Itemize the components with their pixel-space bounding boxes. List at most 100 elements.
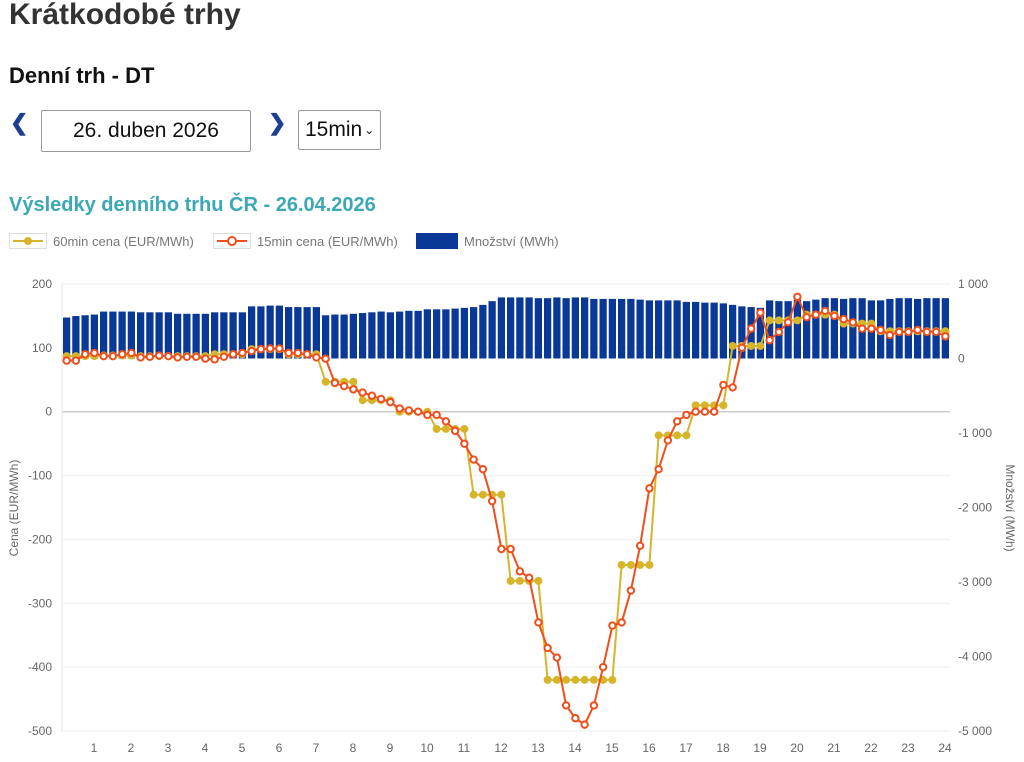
price-15min-point xyxy=(99,351,108,361)
price-15min-point xyxy=(793,292,802,301)
volume-bar xyxy=(312,307,320,359)
price-15min-point xyxy=(811,310,821,319)
price-60min-point xyxy=(321,377,330,386)
price-15min-point xyxy=(552,653,562,662)
volume-bar xyxy=(830,298,838,359)
x-tick-label: 12 xyxy=(494,741,508,755)
y2-axis-label: Množství (MWh) xyxy=(1003,464,1017,551)
volume-bar xyxy=(109,311,117,359)
x-tick-label: 21 xyxy=(827,741,841,755)
price-15min-point xyxy=(497,544,506,554)
y-axis-label: Cena (EUR/MWh) xyxy=(7,460,21,557)
price-60min-point xyxy=(719,401,728,410)
volume-bar xyxy=(470,307,478,359)
y2-tick-label: -1 000 xyxy=(958,426,992,440)
y2-tick-label: -4 000 xyxy=(958,650,992,664)
price-60min-point xyxy=(747,341,756,350)
price-60min-point xyxy=(432,424,441,433)
volume-bar xyxy=(673,300,681,359)
price-60min-point xyxy=(589,675,598,684)
x-tick-label: 20 xyxy=(790,741,804,755)
price-15min-point xyxy=(312,353,321,362)
x-tick-label: 2 xyxy=(128,741,135,755)
legend-item-volume[interactable]: Množství (MWh) xyxy=(416,233,559,249)
y-tick-label: 0 xyxy=(45,405,52,419)
price-15min-point xyxy=(672,417,682,426)
price-15min-point xyxy=(284,348,293,358)
volume-bar xyxy=(229,312,237,359)
volume-bar xyxy=(100,311,108,359)
volume-bar xyxy=(655,300,663,359)
price-15min-point xyxy=(164,351,173,361)
chevron-left-icon[interactable]: ❮ xyxy=(10,110,29,135)
price-15min-point xyxy=(219,352,229,361)
price-15min-point xyxy=(756,308,765,317)
volume-bar xyxy=(81,315,89,359)
volume-bar xyxy=(211,312,219,359)
volume-bar xyxy=(599,298,607,359)
resolution-value: 15min xyxy=(305,118,363,141)
y-tick-label: 100 xyxy=(32,341,52,355)
x-tick-label: 10 xyxy=(420,741,434,755)
volume-bar xyxy=(710,302,718,359)
price-15min-point xyxy=(839,314,848,324)
x-tick-label: 17 xyxy=(679,741,693,755)
price-60min-point xyxy=(469,490,478,499)
volume-bar xyxy=(155,312,163,359)
section-title: Denní trh - DT xyxy=(9,63,155,88)
volume-bar xyxy=(645,300,653,359)
price-15min-point xyxy=(709,407,719,416)
volume-bar xyxy=(701,302,709,359)
y-tick-label: -300 xyxy=(28,596,52,610)
price-60min-point xyxy=(617,560,626,569)
volume-bar xyxy=(294,307,302,359)
price-60min-point xyxy=(552,675,561,684)
volume-bar xyxy=(507,297,515,359)
x-tick-label: 18 xyxy=(716,741,730,755)
date-picker[interactable]: 26. duben 2026 xyxy=(41,110,251,152)
volume-bar xyxy=(331,314,339,359)
price-60min-point xyxy=(700,401,709,410)
volume-bar xyxy=(433,309,441,359)
x-tick-label: 19 xyxy=(753,741,767,755)
volume-bar xyxy=(664,300,672,359)
volume-bar xyxy=(618,298,626,359)
price-15min-point xyxy=(848,318,858,327)
price-15min-point xyxy=(589,701,599,710)
legend-label: 60min cena (EUR/MWh) xyxy=(53,233,194,249)
resolution-select[interactable]: 15min ⌄ xyxy=(298,110,381,150)
legend-item-60min[interactable]: 60min cena (EUR/MWh) xyxy=(9,233,194,249)
volume-bar xyxy=(793,299,801,359)
legend-label: Množství (MWh) xyxy=(464,233,559,249)
price-60min-point xyxy=(497,490,506,499)
x-tick-label: 15 xyxy=(605,741,619,755)
x-tick-label: 13 xyxy=(531,741,545,755)
volume-bar xyxy=(544,298,552,359)
price-60min-point xyxy=(673,431,682,440)
price-15min-point xyxy=(145,352,155,361)
legend-item-15min[interactable]: 15min cena (EUR/MWh) xyxy=(213,233,398,249)
price-60min-point xyxy=(774,316,783,325)
volume-bar xyxy=(164,312,172,359)
price-15min-point xyxy=(820,306,830,316)
volume-bar xyxy=(377,311,385,359)
price-15min-point xyxy=(90,348,99,358)
price-15min-point xyxy=(524,573,534,582)
volume-bar xyxy=(692,301,700,359)
volume-bar xyxy=(479,304,487,359)
price-60min-point xyxy=(682,431,691,440)
price-15min-point xyxy=(608,621,617,630)
price-15min-point xyxy=(682,410,691,420)
price-60min-point xyxy=(691,401,700,410)
x-tick-label: 4 xyxy=(202,741,209,755)
x-tick-label: 5 xyxy=(239,741,246,755)
price-60min-point xyxy=(478,490,487,499)
volume-bar xyxy=(803,301,811,359)
x-tick-label: 22 xyxy=(864,741,878,755)
price-60min-point xyxy=(728,341,737,350)
x-tick-label: 6 xyxy=(276,741,283,755)
chevron-right-icon[interactable]: ❯ xyxy=(268,110,287,135)
volume-bar xyxy=(784,301,792,359)
volume-bar xyxy=(63,317,71,359)
price-15min-point xyxy=(386,397,395,407)
